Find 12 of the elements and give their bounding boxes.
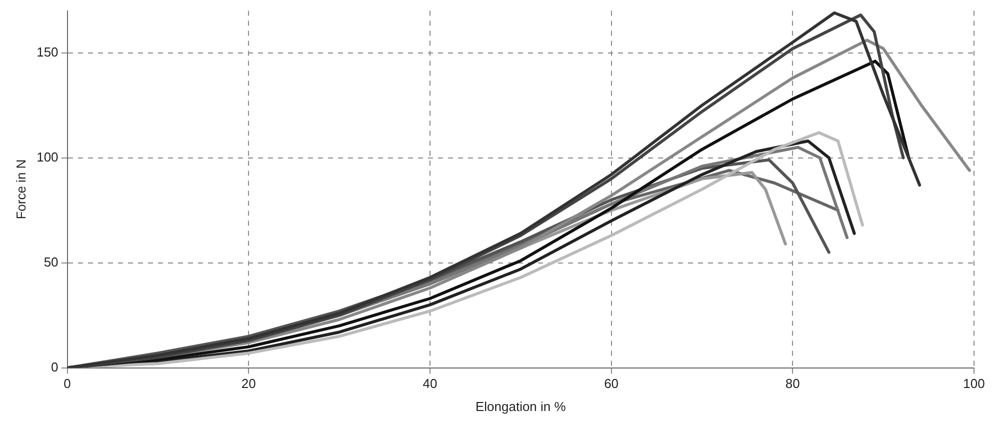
x-tick-label: 80: [785, 376, 800, 392]
x-tick-label: 60: [604, 376, 619, 392]
x-axis-title: Elongation in %: [475, 398, 566, 414]
x-tick-label: 40: [422, 376, 438, 392]
x-tick-label: 100: [963, 376, 985, 392]
y-axis-title: Force in N: [13, 159, 28, 220]
y-tick-label: 50: [44, 254, 58, 270]
y-tick-label: 100: [36, 149, 58, 164]
x-tick-label: 20: [241, 376, 256, 392]
y-tick-label: 0: [51, 359, 58, 374]
y-tick-label: 150: [36, 44, 58, 60]
x-tick-label: 0: [64, 376, 71, 392]
